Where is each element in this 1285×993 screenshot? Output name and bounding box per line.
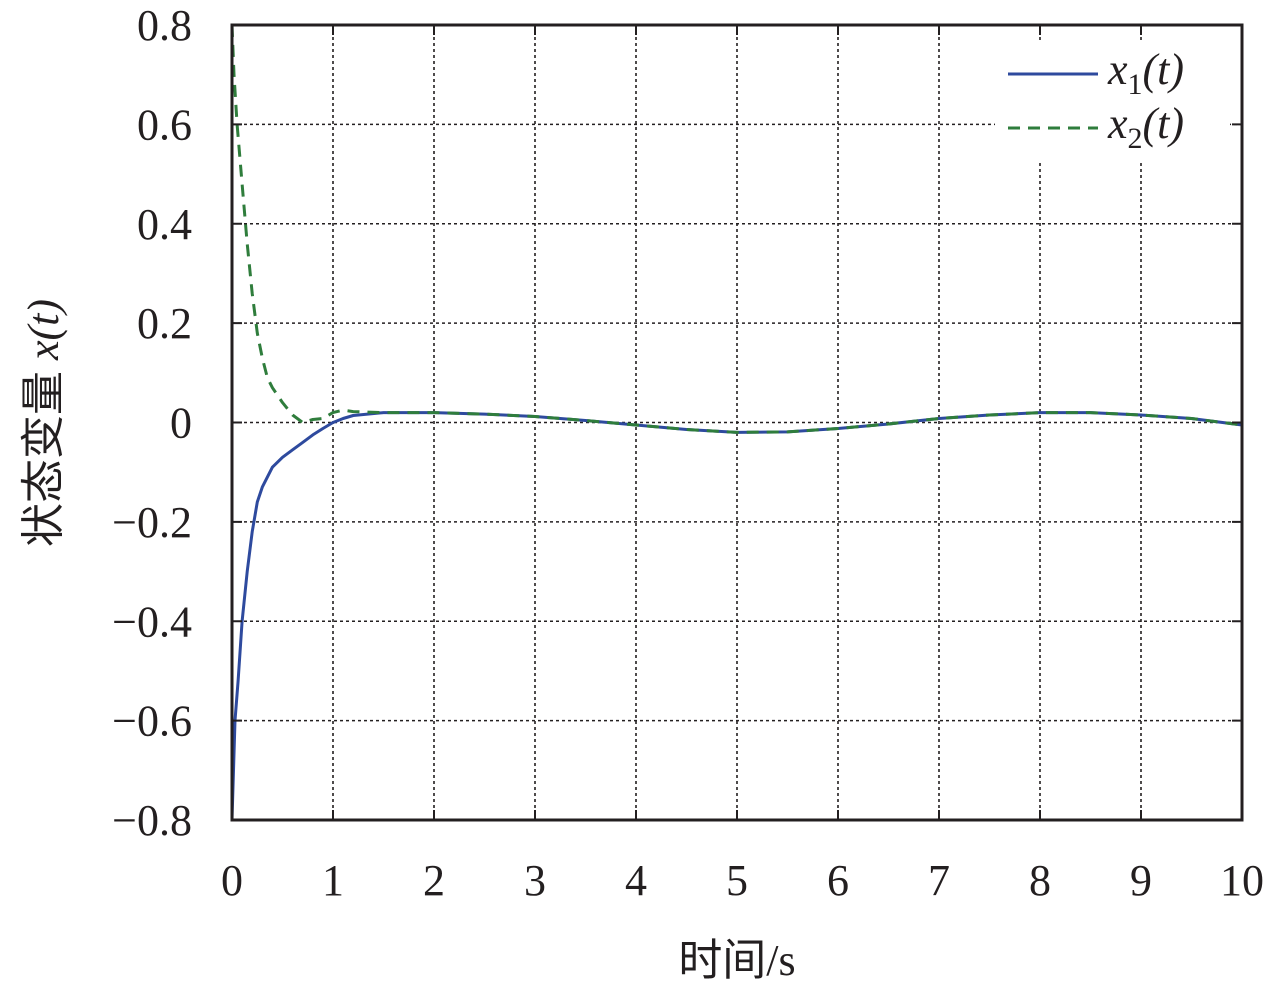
series-lines (230, 24, 1243, 821)
y-axis-label: 状态变量 x(t) (19, 299, 68, 547)
x-tick-label-8: 8 (1029, 856, 1051, 905)
y-tick-label-7: 0.6 (137, 100, 192, 149)
ticks: 0 1 2 3 4 5 6 7 8 9 10 −0.8 −0.6 −0.4 −0.2 0 0.2 0.4 0.6 0.… (112, 1, 1264, 905)
legend-label-x2-var: x (1107, 99, 1128, 148)
grid (232, 25, 1242, 820)
x-tick-label-7: 7 (928, 856, 950, 905)
legend-label-x2: x2(t) (1107, 99, 1184, 155)
x-axis-label: 时间/s (678, 936, 795, 985)
y-tick-label-2: −0.4 (112, 597, 192, 646)
legend-label-x2-arg: (t) (1143, 99, 1185, 148)
legend-label-x1-var: x (1107, 45, 1128, 94)
y-tick-label-6: 0.4 (137, 200, 192, 249)
y-tick-label-5: 0.2 (137, 299, 192, 348)
y-tick-label-1: −0.6 (112, 697, 192, 746)
x-tick-label-1: 1 (322, 856, 344, 905)
legend-label-x1: x1(t) (1107, 45, 1184, 101)
y-axis-label-var: x (19, 340, 68, 361)
x-tick-label-6: 6 (827, 856, 849, 905)
x-tick-label-2: 2 (423, 856, 445, 905)
legend-box (995, 40, 1230, 160)
legend-label-x1-arg: (t) (1143, 45, 1185, 94)
x-tick-label-5: 5 (726, 856, 748, 905)
y-tick-label-3: −0.2 (112, 498, 192, 547)
x-tick-label-4: 4 (625, 856, 647, 905)
legend: x1(t) x2(t) (995, 40, 1230, 160)
y-axis-label-prefix: 状态变量 (19, 360, 68, 547)
x-tick-label-9: 9 (1130, 856, 1152, 905)
legend-label-x1-sub: 1 (1128, 68, 1143, 101)
x-tick-label-10: 10 (1220, 856, 1264, 905)
y-tick-label-0: −0.8 (112, 796, 192, 845)
y-axis-label-arg: (t) (19, 299, 68, 341)
series-line-x2 (230, 24, 1243, 434)
y-tick-label-4: 0 (170, 399, 192, 448)
y-tick-label-8: 0.8 (137, 1, 192, 50)
legend-label-x2-sub: 2 (1128, 122, 1143, 155)
x-tick-label-0: 0 (221, 856, 243, 905)
x-tick-label-3: 3 (524, 856, 546, 905)
